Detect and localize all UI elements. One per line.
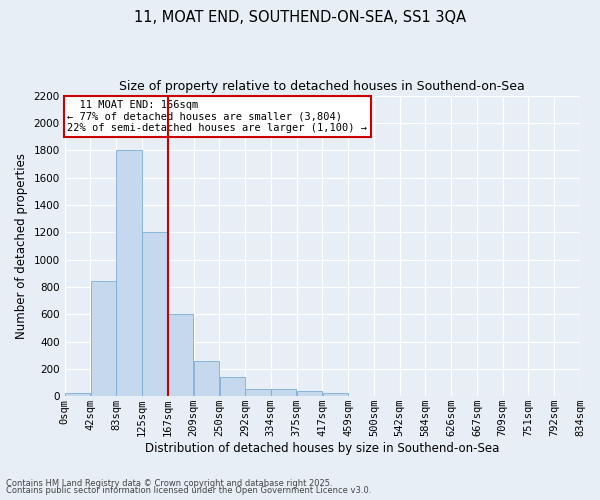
Bar — [271, 390, 296, 396]
Text: 11 MOAT END: 166sqm
← 77% of detached houses are smaller (3,804)
22% of semi-det: 11 MOAT END: 166sqm ← 77% of detached ho… — [67, 100, 367, 134]
Text: Contains public sector information licensed under the Open Government Licence v3: Contains public sector information licen… — [6, 486, 371, 495]
Bar — [194, 360, 219, 396]
Bar — [168, 314, 193, 396]
Y-axis label: Number of detached properties: Number of detached properties — [15, 153, 28, 339]
Bar — [245, 390, 271, 396]
X-axis label: Distribution of detached houses by size in Southend-on-Sea: Distribution of detached houses by size … — [145, 442, 500, 455]
Bar — [91, 282, 116, 396]
Bar — [297, 392, 322, 396]
Bar — [220, 377, 245, 396]
Bar — [116, 150, 142, 396]
Bar — [323, 394, 348, 396]
Title: Size of property relative to detached houses in Southend-on-Sea: Size of property relative to detached ho… — [119, 80, 525, 93]
Bar — [142, 232, 167, 396]
Text: Contains HM Land Registry data © Crown copyright and database right 2025.: Contains HM Land Registry data © Crown c… — [6, 478, 332, 488]
Bar — [65, 393, 90, 396]
Text: 11, MOAT END, SOUTHEND-ON-SEA, SS1 3QA: 11, MOAT END, SOUTHEND-ON-SEA, SS1 3QA — [134, 10, 466, 25]
